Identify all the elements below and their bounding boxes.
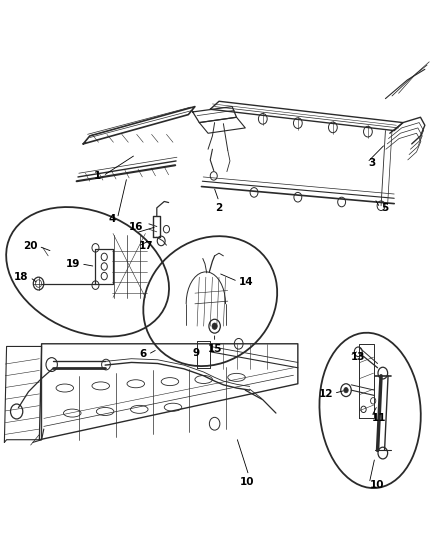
Text: 19: 19 (65, 259, 80, 269)
Text: 11: 11 (372, 414, 387, 423)
Text: 17: 17 (139, 241, 154, 251)
Circle shape (344, 387, 348, 393)
Text: 14: 14 (239, 278, 253, 287)
Text: 18: 18 (14, 272, 28, 282)
Text: 4: 4 (109, 214, 116, 223)
Text: 12: 12 (318, 390, 333, 399)
Circle shape (212, 323, 217, 329)
Text: 3: 3 (368, 158, 375, 167)
Text: 1: 1 (93, 171, 101, 181)
Text: 16: 16 (128, 222, 143, 232)
Text: 2: 2 (215, 203, 223, 213)
Text: 13: 13 (350, 352, 365, 362)
Text: 6: 6 (139, 350, 147, 359)
Text: 9: 9 (193, 348, 200, 358)
Text: 5: 5 (381, 203, 389, 213)
Text: 10: 10 (370, 480, 385, 490)
Text: 10: 10 (240, 477, 255, 487)
Text: 20: 20 (23, 241, 37, 251)
Text: 15: 15 (207, 344, 222, 354)
